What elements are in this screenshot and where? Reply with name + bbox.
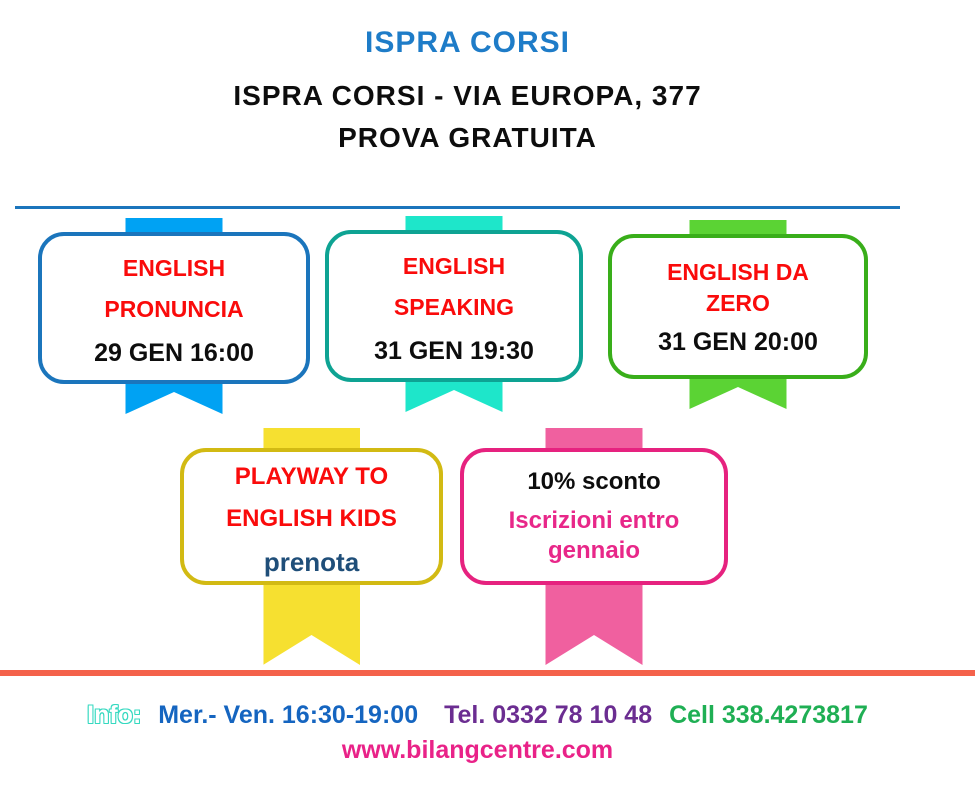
course-name-line: ZERO [706,289,770,316]
top-divider [15,206,900,209]
telephone-number: Tel. 0332 78 10 48 [444,701,653,729]
website-url: www.bilangcentre.com [341,736,614,764]
card-english-speaking: ENGLISH SPEAKING 31 GEN 19:30 [325,230,583,382]
course-datetime: 31 GEN 19:30 [374,337,534,365]
footer: Info: Mer.- Ven. 16:30-19:00 Tel. 0332 7… [0,701,955,765]
card-playway-kids: PLAYWAY TO ENGLISH KIDS prenota [180,448,443,585]
course-name-line: ENGLISH [402,253,506,279]
address-line: ISPRA CORSI - VIA EUROPA, 377 [233,80,702,111]
card-body: ENGLISH SPEAKING 31 GEN 19:30 [325,230,583,382]
course-name-line: ENGLISH [122,255,226,281]
promo-deadline-line: Iscrizioni entro [508,506,680,534]
card-body: PLAYWAY TO ENGLISH KIDS prenota [180,448,443,585]
free-trial-line: PROVA GRATUITA [338,122,597,153]
card-body: 10% sconto Iscrizioni entro gennaio [460,448,728,585]
booking-label: prenota [263,546,360,577]
page-title: ISPRA CORSI [365,26,570,59]
contact-line: Info: Mer.- Ven. 16:30-19:00 Tel. 0332 7… [0,701,955,730]
course-name-line: PLAYWAY TO [234,462,389,490]
card-sconto: 10% sconto Iscrizioni entro gennaio [460,448,728,585]
discount-label: 10% sconto [527,467,661,495]
course-datetime: 29 GEN 16:00 [94,339,254,367]
card-body: ENGLISH PRONUNCIA 29 GEN 16:00 [38,232,310,384]
header: ISPRA CORSI ISPRA CORSI - VIA EUROPA, 37… [0,0,935,154]
card-english-pronuncia: ENGLISH PRONUNCIA 29 GEN 16:00 [38,232,310,384]
course-datetime: 31 GEN 20:00 [658,327,818,356]
card-english-da-zero: ENGLISH DA ZERO 31 GEN 20:00 [608,234,868,379]
info-label: Info: [87,701,142,729]
opening-hours: Mer.- Ven. 16:30-19:00 [158,701,419,729]
course-name-line: SPEAKING [393,294,515,320]
bottom-divider [0,670,975,676]
card-body: ENGLISH DA ZERO 31 GEN 20:00 [608,234,868,379]
course-name-line: ENGLISH DA [667,258,809,285]
cell-number: Cell 338.4273817 [669,701,868,729]
promo-deadline-line: gennaio [547,536,640,564]
course-name-line: ENGLISH KIDS [226,504,397,532]
course-name-line: PRONUNCIA [104,296,244,322]
